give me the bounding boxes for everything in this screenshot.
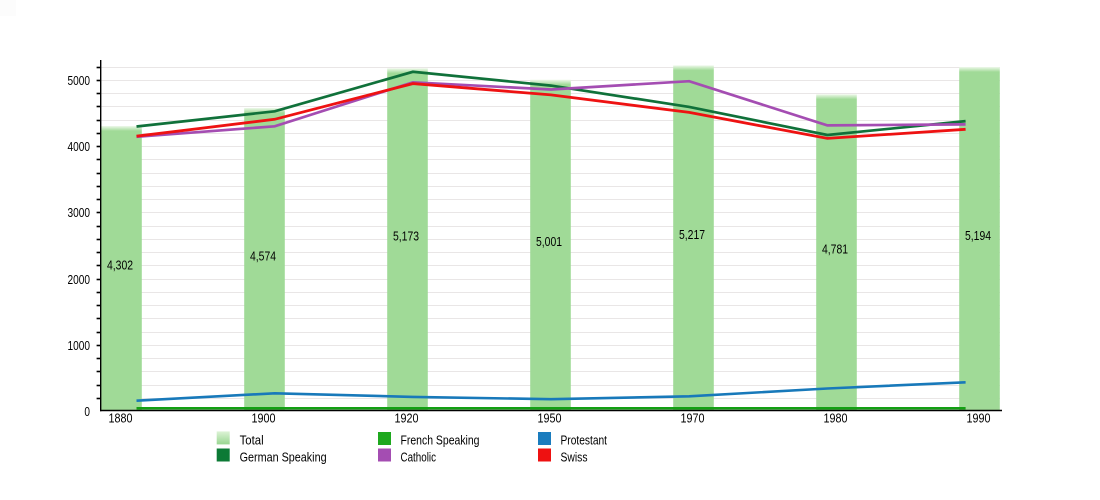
svg-text:German Speaking: German Speaking — [240, 450, 327, 464]
svg-text:1000: 1000 — [68, 339, 91, 353]
svg-text:4,302: 4,302 — [107, 258, 133, 272]
svg-text:1950: 1950 — [538, 411, 562, 425]
svg-text:1880: 1880 — [109, 411, 133, 425]
svg-text:Catholic: Catholic — [401, 450, 437, 464]
svg-text:Protestant: Protestant — [561, 433, 608, 447]
svg-text:5,173: 5,173 — [393, 230, 419, 244]
svg-text:1980: 1980 — [824, 411, 848, 425]
svg-text:5,217: 5,217 — [679, 228, 705, 242]
svg-text:1970: 1970 — [681, 411, 705, 425]
svg-text:2000: 2000 — [68, 273, 91, 287]
svg-text:Swiss: Swiss — [561, 450, 588, 464]
svg-text:3000: 3000 — [68, 206, 91, 220]
svg-text:5,194: 5,194 — [965, 229, 991, 243]
svg-text:1990: 1990 — [967, 411, 991, 425]
svg-text:1920: 1920 — [395, 411, 419, 425]
svg-text:4,574: 4,574 — [250, 249, 276, 263]
svg-text:1900: 1900 — [252, 411, 276, 425]
svg-text:5000: 5000 — [68, 74, 91, 88]
svg-text:4000: 4000 — [68, 140, 91, 154]
svg-text:Total: Total — [240, 433, 264, 447]
svg-text:French Speaking: French Speaking — [401, 433, 480, 447]
svg-text:0: 0 — [84, 405, 90, 419]
svg-text:4,781: 4,781 — [822, 243, 848, 257]
svg-text:5,001: 5,001 — [536, 235, 562, 249]
